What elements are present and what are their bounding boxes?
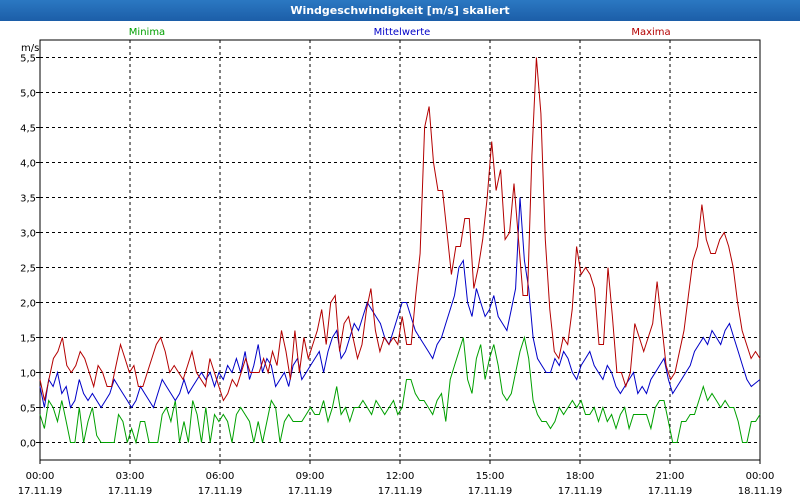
x-tick-date: 17.11.19: [108, 486, 153, 497]
x-tick-time: 00:00: [26, 471, 55, 482]
y-tick-label: 0,5: [20, 404, 36, 415]
x-tick-date: 17.11.19: [198, 486, 243, 497]
x-tick-time: 15:00: [476, 471, 505, 482]
x-tick-date: 17.11.19: [288, 486, 333, 497]
y-tick-label: 5,5: [20, 54, 36, 65]
x-tick-date: 17.11.19: [378, 486, 423, 497]
window-title: Windgeschwindigkeit [m/s] skaliert: [0, 0, 800, 21]
y-axis-label: m/s: [21, 43, 39, 54]
y-tick-label: 3,0: [20, 229, 36, 240]
y-tick-label: 0,0: [20, 439, 36, 450]
x-tick-time: 06:00: [206, 471, 235, 482]
legend-mittelwerte: Mittelwerte: [374, 27, 431, 38]
x-tick-time: 12:00: [386, 471, 415, 482]
y-tick-label: 4,0: [20, 159, 36, 170]
x-tick-date: 17.11.19: [648, 486, 693, 497]
x-axis-ticks: 00:00 17.11.19 03:00 17.11.19 06:00 17.11.19 0…: [18, 460, 783, 497]
x-tick-time: 03:00: [116, 471, 145, 482]
y-tick-label: 2,0: [20, 299, 36, 310]
series-line-minima: [39, 335, 761, 445]
x-tick-time: 21:00: [656, 471, 685, 482]
legend-minima: Minima: [129, 27, 165, 38]
y-tick-label: 1,0: [20, 369, 36, 380]
x-tick-time: 00:00: [746, 471, 775, 482]
x-tick-date: 17.11.19: [468, 486, 513, 497]
series-lines: [39, 57, 761, 445]
y-tick-label: 4,5: [20, 124, 36, 135]
x-tick-time: 18:00: [566, 471, 595, 482]
y-tick-label: 1,5: [20, 334, 36, 345]
gridlines: [40, 40, 760, 460]
series-line-mittelwerte: [39, 197, 761, 409]
y-tick-label: 2,5: [20, 264, 36, 275]
legend-maxima: Maxima: [631, 27, 670, 38]
x-tick-date: 17.11.19: [18, 486, 63, 497]
y-tick-label: 3,5: [20, 194, 36, 205]
series-line-maxima: [39, 57, 761, 402]
y-axis-ticks: 0,0 0,5 1,0 1,5 2,0 2,5 3,0 3,5 4,0 4,5 5,0 5,5: [20, 54, 40, 450]
x-tick-time: 09:00: [296, 471, 325, 482]
x-tick-date: 18.11.19: [738, 486, 783, 497]
x-tick-date: 17.11.19: [558, 486, 603, 497]
y-tick-label: 5,0: [20, 89, 36, 100]
